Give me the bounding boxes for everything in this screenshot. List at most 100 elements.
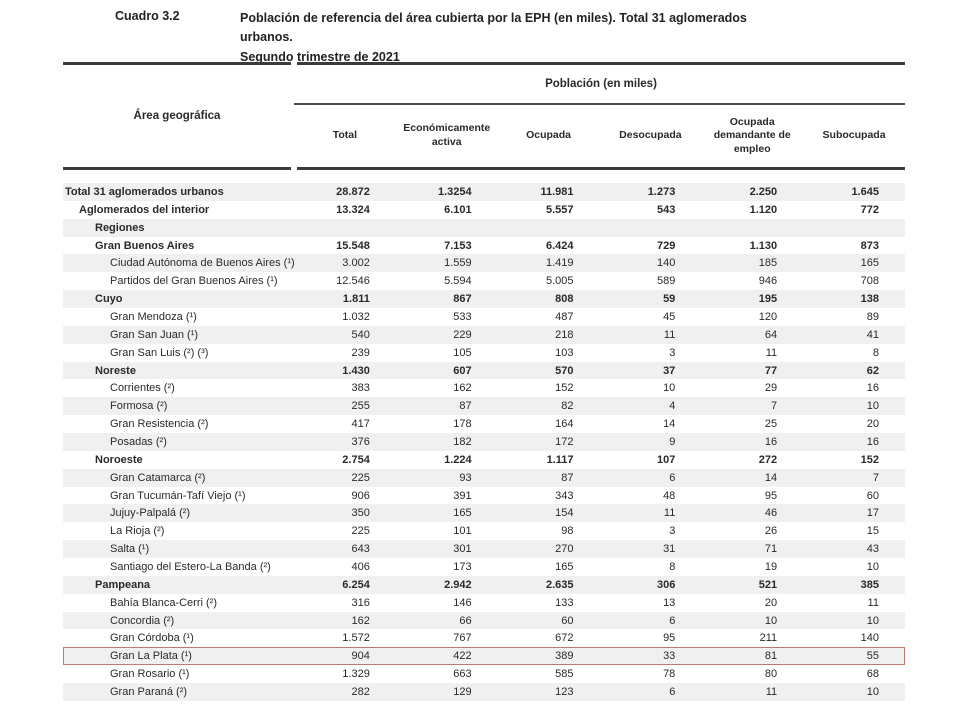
row-value: 77 — [764, 364, 778, 377]
table-title: Población de referencia del área cubiert… — [240, 9, 800, 67]
row-value: 103 — [555, 346, 574, 359]
top-rule-right — [297, 62, 905, 65]
row-value: 13 — [663, 596, 676, 609]
row-value: 2.754 — [342, 453, 370, 466]
row-value: 14 — [663, 418, 676, 431]
row-value: 120 — [758, 310, 778, 323]
column-header-area: Área geográfica — [133, 110, 221, 122]
row-value: 101 — [453, 525, 472, 538]
column-group-header: Población (en miles) — [545, 78, 657, 90]
row-value: 80 — [764, 668, 778, 681]
table-row: Ciudad Autónoma de Buenos Aires (¹) 3.002… — [63, 254, 905, 273]
row-label: Regiones — [95, 221, 145, 234]
row-value: 7 — [872, 471, 879, 484]
row-value: 422 — [453, 650, 472, 663]
row-value: 16 — [866, 435, 879, 448]
row-value: 25 — [764, 418, 778, 431]
row-value: 20 — [764, 596, 778, 609]
row-value: 60 — [561, 614, 574, 627]
row-value: 26 — [764, 525, 778, 538]
row-value: 87 — [459, 400, 472, 413]
row-label: Total 31 aglomerados urbanos — [65, 185, 224, 198]
row-value: 146 — [453, 596, 472, 609]
table-body: Total 31 aglomerados urbanos 28.872 1.3254… — [63, 183, 905, 701]
row-value: 13.324 — [336, 203, 370, 216]
row-label: Noroeste — [95, 453, 143, 466]
group-header-underline — [294, 103, 905, 105]
row-value: 772 — [860, 203, 879, 216]
row-value: 350 — [351, 507, 370, 520]
row-label: Santiago del Estero-La Banda (²) — [110, 560, 271, 573]
row-label: Gran San Juan (¹) — [110, 328, 199, 341]
row-value: 16 — [866, 382, 879, 395]
table-row: Aglomerados del interior 13.324 6.101 5.557… — [63, 201, 905, 219]
row-value: 218 — [555, 328, 574, 341]
row-label: Salta (¹) — [110, 543, 150, 556]
row-value: 81 — [764, 650, 778, 663]
row-value: 82 — [561, 400, 574, 413]
row-value: 6 — [669, 685, 676, 698]
row-value: 95 — [663, 632, 676, 645]
row-value: 904 — [351, 650, 370, 663]
row-value: 729 — [656, 239, 676, 252]
table-row: Noroeste 2.754 1.224 1.117 107 272 152 — [63, 451, 905, 469]
row-value: 873 — [860, 239, 879, 252]
row-value: 1.273 — [647, 185, 676, 198]
row-value: 343 — [555, 489, 574, 502]
row-value: 2.250 — [749, 185, 778, 198]
row-value: 12.546 — [336, 275, 370, 288]
row-value: 1.419 — [545, 257, 574, 270]
row-value: 152 — [555, 382, 574, 395]
row-value: 1.120 — [749, 203, 778, 216]
row-value: 521 — [758, 578, 778, 591]
row-value: 6.424 — [545, 239, 574, 252]
row-label: Bahía Blanca-Cerri (²) — [110, 596, 217, 609]
row-value: 60 — [866, 489, 879, 502]
row-value: 8 — [872, 346, 879, 359]
row-value: 607 — [453, 364, 472, 377]
row-value: 195 — [758, 293, 778, 306]
row-value: 1.117 — [546, 453, 574, 466]
row-label: Ciudad Autónoma de Buenos Aires (¹) — [110, 257, 294, 270]
row-value: 129 — [453, 685, 472, 698]
table-row: Corrientes (²) 383 162 152 10 29 16 — [63, 379, 905, 397]
row-value: 385 — [860, 578, 879, 591]
statistics-table: Área geográfica Población (en miles) Tot… — [63, 62, 905, 701]
row-value: 14 — [764, 471, 778, 484]
row-label: La Rioja (²) — [110, 525, 165, 538]
row-value: 1.329 — [342, 668, 370, 681]
row-value: 162 — [453, 382, 472, 395]
row-label: Gran San Luis (²) (³) — [110, 346, 209, 359]
row-value: 11 — [663, 507, 676, 520]
table-row: Regiones — [63, 218, 905, 237]
row-value: 589 — [656, 275, 676, 288]
row-value: 46 — [764, 507, 778, 520]
row-value: 59 — [663, 293, 676, 306]
row-label: Gran Rosario (¹) — [110, 668, 190, 681]
bottom-rule-right — [297, 167, 905, 170]
row-value: 306 — [656, 578, 676, 591]
row-label: Gran Tucumán-Tafí Viejo (¹) — [110, 489, 246, 502]
row-value: 71 — [764, 543, 778, 556]
row-value: 487 — [555, 310, 574, 323]
row-label: Aglomerados del interior — [79, 203, 210, 216]
row-value: 239 — [351, 346, 370, 359]
row-value: 165 — [860, 257, 879, 270]
row-value: 417 — [351, 418, 370, 431]
row-value: 1.811 — [342, 293, 370, 306]
row-value: 391 — [453, 489, 472, 502]
row-value: 185 — [758, 257, 778, 270]
row-value: 41 — [866, 328, 879, 341]
row-label: Formosa (²) — [110, 400, 168, 413]
row-value: 7 — [771, 400, 778, 413]
table-row: Gran Mendoza (¹) 1.032 533 487 45 120 89 — [63, 308, 905, 326]
column-header-subocupada: Subocupada — [822, 129, 886, 142]
table-row: Santiago del Estero-La Banda (²) 406 173 16… — [63, 558, 905, 576]
row-value: 282 — [351, 685, 370, 698]
row-value: 6 — [669, 614, 676, 627]
row-value: 10 — [866, 614, 879, 627]
row-value: 95 — [764, 489, 778, 502]
bottom-rule-left — [63, 167, 291, 170]
row-value: 123 — [555, 685, 574, 698]
table-row: Gran Paraná (²) 282 129 123 6 11 10 — [63, 683, 905, 701]
